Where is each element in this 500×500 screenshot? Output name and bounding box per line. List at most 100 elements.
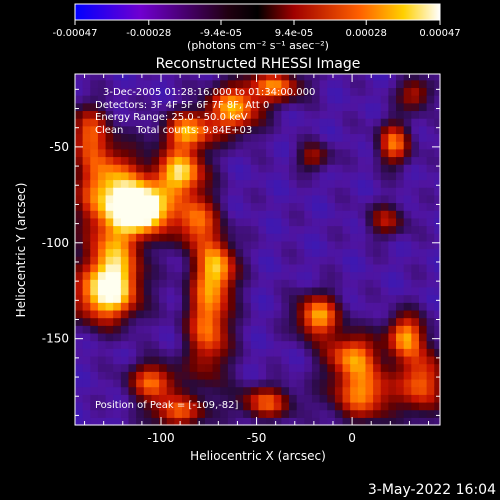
heatmap-cell: [304, 286, 313, 296]
heatmap-cell: [327, 210, 336, 219]
heatmap-cell: [105, 417, 114, 426]
heatmap-cell: [319, 286, 328, 296]
heatmap-cell: [258, 217, 267, 227]
heatmap-cell: [281, 271, 290, 280]
heatmap-cell: [319, 340, 328, 349]
heatmap-cell: [426, 187, 435, 196]
heatmap-cell: [434, 240, 441, 250]
heatmap-cell: [396, 95, 405, 104]
heatmap-cell: [426, 417, 435, 426]
heatmap-cell: [235, 386, 244, 395]
heatmap-cell: [289, 256, 298, 265]
heatmap-cell: [136, 309, 145, 319]
heatmap-cell: [373, 141, 382, 150]
heatmap-cell: [334, 225, 344, 234]
heatmap-cell: [396, 263, 405, 273]
heatmap-cell: [97, 325, 107, 334]
heatmap-cell: [342, 187, 351, 196]
heatmap-cell: [151, 141, 160, 150]
heatmap-cell: [151, 74, 160, 81]
heatmap-cell: [266, 202, 275, 211]
heatmap-cell: [235, 332, 244, 342]
heatmap-cell: [243, 355, 252, 365]
heatmap-cell: [434, 110, 441, 119]
heatmap-cell: [411, 363, 420, 372]
heatmap-cell: [113, 194, 122, 204]
heatmap-cell: [350, 309, 359, 319]
heatmap-cell: [373, 417, 382, 426]
heatmap-cell: [197, 202, 206, 211]
heatmap-cell: [166, 79, 175, 89]
heatmap-cell: [204, 133, 214, 142]
heatmap-cell: [373, 340, 382, 349]
heatmap-cell: [357, 309, 367, 319]
heatmap-cell: [105, 332, 114, 342]
heatmap-cell: [365, 325, 374, 334]
heatmap-cell: [174, 95, 183, 104]
heatmap-cell: [166, 87, 175, 96]
heatmap-cell: [334, 409, 344, 418]
heatmap-cell: [296, 401, 305, 411]
heatmap-cell: [334, 240, 344, 250]
heatmap-cell: [365, 302, 374, 311]
heatmap-cell: [97, 148, 107, 158]
heatmap-cell: [434, 355, 441, 365]
heatmap-cell: [182, 340, 191, 349]
heatmap-cell: [120, 194, 130, 204]
heatmap-cell: [373, 256, 382, 265]
heatmap-cell: [250, 133, 260, 142]
heatmap-cell: [334, 95, 344, 104]
heatmap-cell: [365, 141, 374, 150]
heatmap-cell: [350, 171, 359, 181]
heatmap-cell: [373, 363, 382, 372]
heatmap-cell: [120, 355, 130, 365]
colorbar-tick-label: 9.4e-05: [275, 28, 313, 39]
heatmap-cell: [258, 118, 267, 127]
heatmap-cell: [334, 210, 344, 219]
heatmap-cell: [136, 378, 145, 388]
heatmap-cell: [97, 317, 107, 326]
heatmap-cell: [365, 248, 374, 257]
heatmap-cell: [373, 87, 382, 96]
heatmap-cell: [113, 294, 122, 303]
heatmap-cell: [220, 317, 229, 326]
heatmap-cell: [105, 210, 114, 219]
heatmap-cell: [250, 386, 260, 395]
heatmap-cell: [426, 302, 435, 311]
heatmap-cell: [388, 348, 397, 357]
heatmap-cell: [235, 179, 244, 188]
heatmap-cell: [159, 256, 168, 265]
heatmap-cell: [296, 148, 305, 158]
heatmap-cell: [105, 187, 114, 196]
heatmap-cell: [357, 317, 367, 326]
heatmap-cell: [311, 102, 321, 112]
heatmap-cell: [75, 371, 84, 380]
heatmap-cell: [82, 286, 91, 296]
heatmap-cell: [342, 133, 351, 142]
heatmap-cell: [143, 179, 153, 188]
heatmap-cell: [327, 386, 336, 395]
heatmap-cell: [204, 309, 214, 319]
heatmap-cell: [334, 187, 344, 196]
heatmap-cell: [334, 417, 344, 426]
heatmap-cell: [182, 325, 191, 334]
heatmap-cell: [327, 133, 336, 142]
heatmap-cell: [342, 156, 351, 165]
heatmap-cell: [357, 79, 367, 89]
heatmap-cell: [250, 187, 260, 196]
heatmap-cell: [97, 156, 107, 165]
heatmap-cell: [434, 87, 441, 96]
heatmap-cell: [357, 171, 367, 181]
heatmap-cell: [235, 340, 244, 349]
colorbar-tick-label: -0.00047: [53, 28, 98, 39]
heatmap-cell: [212, 271, 221, 280]
heatmap-cell: [166, 355, 175, 365]
heatmap-cell: [90, 340, 99, 349]
heatmap-cell: [174, 164, 183, 173]
heatmap-cell: [82, 256, 91, 265]
heatmap-cell: [189, 164, 198, 173]
heatmap-cell: [273, 187, 282, 196]
heatmap-cell: [120, 125, 130, 135]
heatmap-cell: [304, 133, 313, 142]
heatmap-cell: [90, 363, 99, 372]
